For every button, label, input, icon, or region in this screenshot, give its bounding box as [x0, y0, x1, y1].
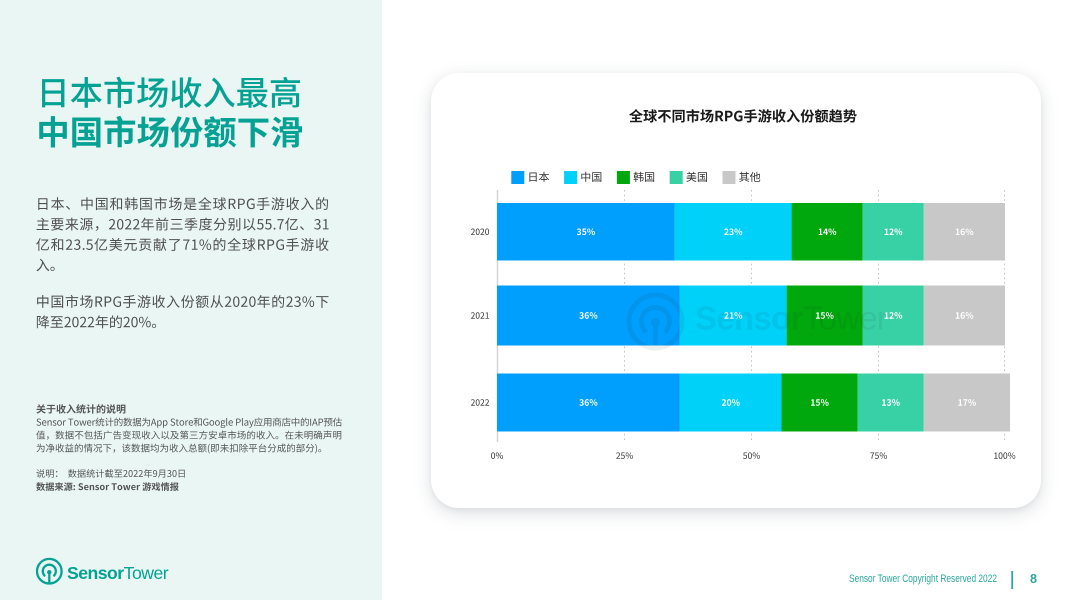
svg-text:Sensor Tower Copyright Reserve: Sensor Tower Copyright Reserved 2022	[849, 573, 997, 585]
svg-text:SensorTower: SensorTower	[67, 563, 169, 583]
svg-text:SensorTower: SensorTower	[695, 300, 888, 337]
svg-text:8: 8	[1030, 572, 1037, 586]
